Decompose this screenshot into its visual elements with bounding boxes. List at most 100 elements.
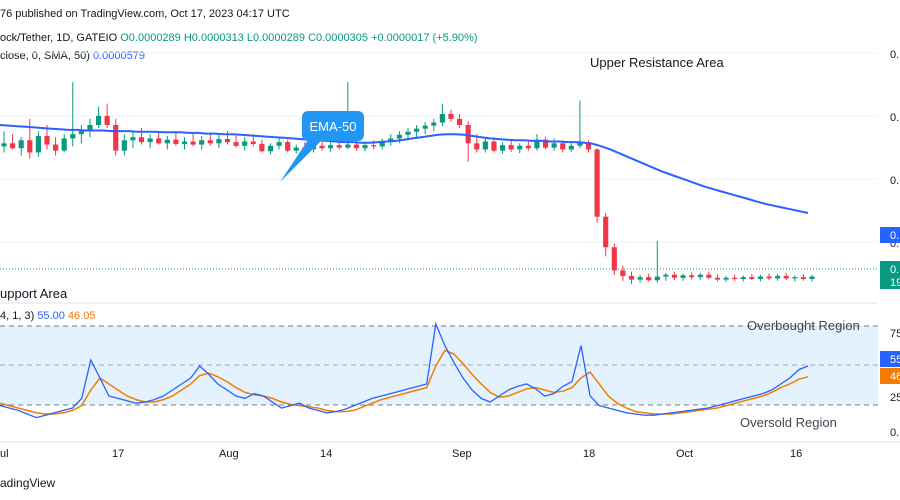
price-tick-3: 0.: [890, 175, 899, 187]
price-tick-2: 0.: [890, 112, 899, 124]
rsi-d-tag-text: 46: [890, 371, 900, 383]
candle-body: [388, 138, 394, 141]
candle-body: [680, 275, 686, 278]
candle-body: [499, 145, 506, 151]
candle-body: [611, 247, 617, 271]
candle-body: [663, 274, 669, 277]
brand-footer: adingView: [0, 476, 56, 490]
candle-body: [732, 277, 738, 279]
candle-body: [568, 145, 574, 150]
ema-50-line: [0, 124, 809, 214]
candle-body: [199, 140, 205, 145]
candle-body: [267, 145, 274, 152]
candle-body: [379, 140, 385, 147]
candle-body: [414, 128, 420, 132]
candle-body: [448, 114, 454, 119]
symbol-ohlc-line: ock/Tether, 1D, GATEIO O0.0000289 H0.000…: [0, 32, 478, 44]
candle-body: [577, 142, 583, 146]
candle-body: [792, 277, 798, 279]
rsi-legend-d: 46.05: [67, 310, 96, 322]
candle-body: [714, 277, 721, 280]
candle-body: [654, 276, 660, 281]
candle-body: [800, 277, 806, 279]
ema-callout: EMA-50: [280, 111, 364, 182]
candle-body: [551, 143, 557, 148]
ema-price-tag-text: 0.: [890, 230, 899, 242]
candle-body: [809, 276, 815, 279]
candle-body: [706, 274, 712, 278]
rsi-tick-25: 25: [890, 392, 900, 404]
candle-body: [474, 143, 480, 150]
time-tick: 17: [112, 448, 124, 460]
ohlc-change: +0.0000017 (+5.90%): [371, 32, 478, 44]
candle-body: [52, 144, 59, 151]
rsi-k-tag-text: 55: [890, 354, 900, 366]
candle-body: [130, 137, 136, 141]
price-tick-4: 0.: [890, 238, 899, 250]
candle-body: [44, 136, 50, 145]
candle-body: [345, 144, 351, 148]
candle-body: [242, 141, 248, 146]
candle-body: [525, 145, 531, 149]
candle-body: [1, 143, 7, 147]
candle-body: [396, 134, 402, 139]
candle-body: [671, 274, 678, 278]
time-tick: ul: [0, 448, 9, 460]
ohlc-low: L0.0000289: [246, 32, 305, 44]
candle-body: [431, 122, 437, 126]
candle-body: [190, 141, 196, 145]
price-tick-1: 0.: [890, 49, 899, 61]
candle-body: [362, 145, 368, 149]
candle-body: [10, 143, 16, 149]
candle-body: [207, 140, 213, 144]
rsi-d-tag: [880, 368, 900, 384]
candle-body: [723, 277, 729, 280]
candle-body: [465, 125, 471, 144]
candle-body: [147, 138, 153, 143]
candle-body: [517, 145, 523, 150]
candle-body: [259, 143, 265, 152]
candle-body: [78, 129, 84, 135]
ema-callout-text: EMA-50: [310, 119, 357, 134]
candle-body: [138, 137, 145, 143]
rsi-legend-k: 55.00: [37, 310, 65, 322]
candle-body: [603, 216, 609, 248]
upper-resistance-label: Upper Resistance Area: [590, 55, 724, 70]
candle-body: [534, 139, 540, 149]
time-tick: Aug: [219, 448, 239, 460]
rsi-band: [0, 326, 878, 405]
ema-callout-pointer: [280, 140, 322, 182]
candle-body: [646, 277, 652, 281]
candle-body: [35, 136, 41, 153]
ema-price-tag: [880, 227, 900, 243]
candle-body: [749, 277, 755, 279]
candles-group: [1, 82, 815, 284]
candle-body: [336, 145, 342, 148]
candle-body: [783, 275, 789, 279]
candle-body: [250, 141, 256, 144]
last-price-tag: [880, 261, 900, 289]
last-price-tag-top: 0.: [890, 264, 899, 276]
candle-body: [95, 115, 102, 125]
candle-body: [104, 115, 110, 125]
candle-body: [276, 142, 282, 146]
rsi-k-tag: [880, 351, 900, 367]
candle-body: [740, 277, 746, 279]
candle-body: [224, 139, 231, 143]
candle-body: [628, 275, 635, 280]
time-tick: Oct: [676, 448, 693, 460]
candle-body: [173, 139, 179, 144]
candle-body: [70, 134, 76, 139]
rsi-legend-label: 4, 1, 3): [0, 310, 35, 322]
time-tick: 18: [583, 448, 595, 460]
time-tick: Sep: [452, 448, 472, 460]
candle-body: [27, 140, 33, 153]
candle-body: [216, 139, 222, 144]
candle-body: [560, 143, 566, 150]
candle-body: [181, 141, 188, 144]
rsi-d-line: [0, 349, 809, 415]
candle-body: [285, 142, 291, 151]
candle-body: [164, 139, 170, 144]
overbought-label: Overbought Region: [747, 318, 860, 333]
